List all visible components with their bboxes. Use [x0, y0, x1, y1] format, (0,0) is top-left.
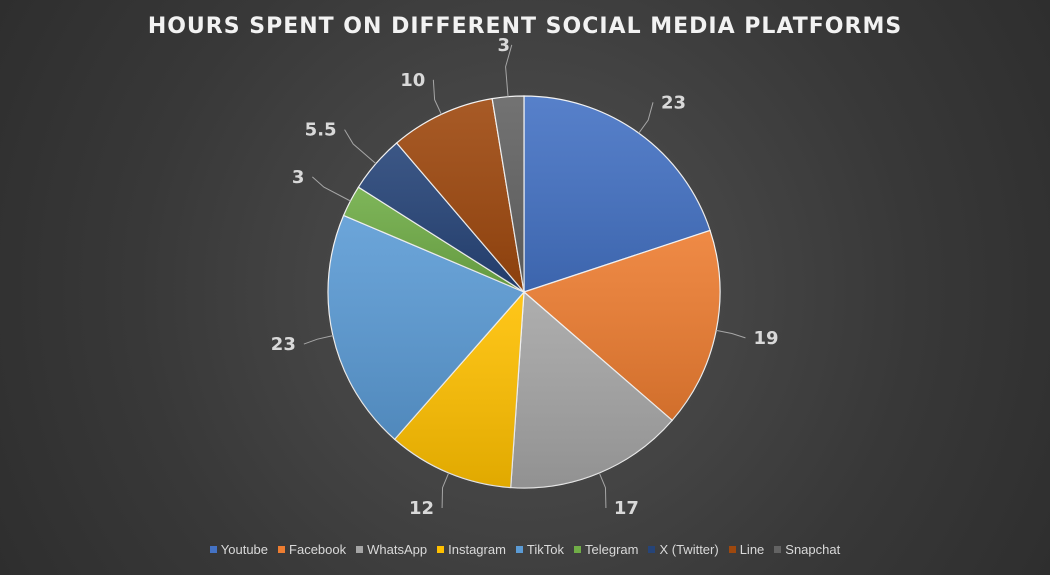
- legend-label: Telegram: [585, 542, 639, 557]
- legend-label: Instagram: [448, 542, 506, 557]
- legend-swatch: [574, 546, 581, 553]
- leader-line-youtube: [638, 102, 654, 134]
- legend-label: X (Twitter): [659, 542, 719, 557]
- leader-line-telegram: [312, 176, 351, 202]
- legend-item-whatsapp: WhatsApp: [356, 542, 427, 557]
- legend-label: Snapchat: [785, 542, 841, 557]
- data-label-telegram: 3: [292, 167, 305, 188]
- legend-label: Line: [739, 542, 765, 557]
- data-label-youtube: 23: [661, 92, 686, 113]
- leader-line-line: [432, 79, 442, 115]
- data-label-facebook: 19: [753, 328, 778, 349]
- legend-item-instagram: Instagram: [437, 542, 506, 557]
- legend: Youtube Facebook WhatsApp Instagram TikTok Te…: [0, 542, 1050, 557]
- legend-item-facebook: Facebook: [278, 542, 346, 557]
- legend-swatch: [515, 546, 523, 553]
- legend-swatch: [648, 546, 656, 553]
- legend-item-youtube: Youtube: [209, 542, 269, 557]
- legend-item-line: Line: [728, 542, 765, 557]
- leader-line-snapchat: [505, 44, 513, 97]
- leader-line-instagram: [441, 472, 450, 509]
- data-label-whatsapp: 17: [614, 498, 639, 519]
- legend-item-x-twitter: X (Twitter): [648, 542, 719, 557]
- legend-item-tiktok: TikTok: [515, 542, 564, 557]
- legend-item-telegram: Telegram: [574, 542, 638, 557]
- legend-swatch: [728, 546, 736, 553]
- legend-item-snapchat: Snapchat: [774, 542, 840, 557]
- legend-swatch: [278, 546, 286, 553]
- chart-title: HOURS SPENT ON DIFFERENT SOCIAL MEDIA PL…: [147, 14, 903, 39]
- legend-label: TikTok: [526, 542, 564, 557]
- legend-label: Facebook: [289, 542, 347, 557]
- legend-label: WhatsApp: [367, 542, 428, 557]
- data-label-line: 10: [400, 70, 425, 91]
- leader-line-facebook: [716, 329, 746, 339]
- data-label-snapchat: 3: [498, 35, 511, 56]
- leader-line-x-twitter: [344, 129, 377, 165]
- legend-swatch: [356, 546, 364, 553]
- legend-swatch: [774, 546, 782, 553]
- data-label-tiktok: 23: [271, 334, 296, 355]
- legend-label: Youtube: [220, 542, 269, 557]
- legend-swatch: [209, 546, 217, 553]
- data-label-x-twitter: 5.5: [305, 120, 337, 141]
- legend-swatch: [437, 546, 445, 553]
- data-label-instagram: 12: [409, 498, 434, 519]
- leader-line-tiktok: [303, 335, 334, 345]
- leader-line-whatsapp: [598, 472, 607, 509]
